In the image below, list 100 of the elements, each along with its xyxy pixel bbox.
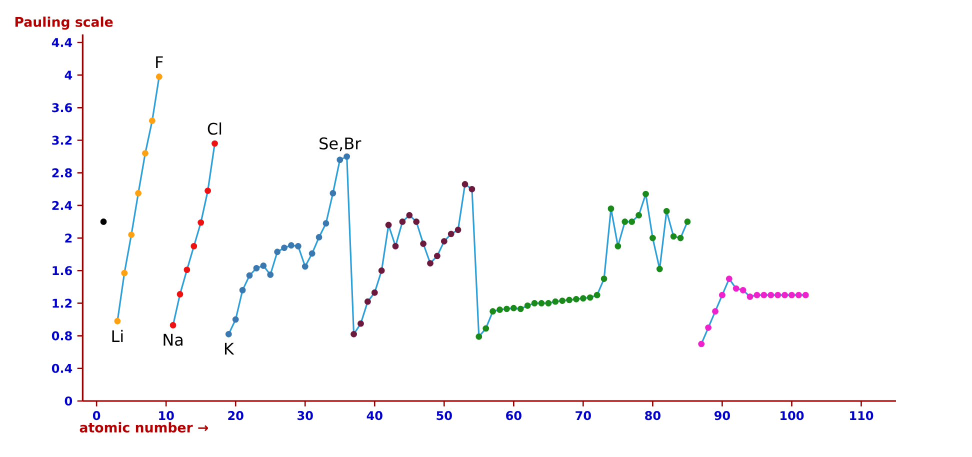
point: [148, 118, 156, 124]
point: [267, 271, 274, 278]
point: [462, 181, 468, 188]
point: [586, 294, 594, 301]
point: [294, 242, 302, 250]
point: [274, 248, 281, 256]
y-tick-label: 0.8: [52, 331, 72, 340]
y-tick-label: 2.4: [52, 200, 72, 210]
point: [198, 219, 204, 226]
point: [232, 316, 239, 323]
point: [308, 250, 316, 257]
point: [649, 234, 656, 242]
point: [350, 330, 357, 338]
x-tick-label: 0: [92, 411, 100, 420]
y-tick-label: 2: [65, 234, 72, 242]
y-tick-label: 4.4: [52, 38, 72, 47]
point: [573, 296, 580, 302]
point: [726, 276, 732, 282]
annotation: Se,Br: [320, 137, 362, 152]
point: [580, 295, 586, 302]
point: [190, 242, 198, 250]
point: [336, 156, 344, 164]
point: [802, 292, 809, 298]
point: [628, 218, 636, 225]
x-tick-label: 70: [576, 411, 591, 420]
point: [225, 330, 232, 338]
point: [552, 298, 559, 305]
y-tick-label: 3.2: [52, 136, 72, 145]
point: [239, 286, 246, 294]
point: [559, 298, 566, 304]
point: [740, 286, 746, 294]
annotation: Li: [112, 330, 123, 342]
point: [406, 212, 413, 218]
point: [302, 263, 308, 270]
point: [614, 242, 622, 250]
point: [448, 230, 454, 238]
point: [510, 304, 517, 312]
y-tick-label: 0: [64, 396, 72, 406]
x-tick-label: 10: [159, 411, 174, 420]
point: [760, 292, 768, 298]
point: [795, 292, 802, 298]
point: [545, 300, 552, 306]
point: [531, 300, 538, 306]
point: [719, 292, 726, 298]
point: [176, 291, 184, 298]
point: [698, 340, 705, 348]
point: [427, 260, 434, 266]
annotation: Na: [164, 334, 182, 346]
point: [677, 234, 684, 242]
point: [754, 292, 760, 298]
point: [622, 218, 628, 225]
point: [246, 272, 253, 279]
y-tick-label: 0.4: [52, 364, 72, 373]
point: [496, 306, 503, 313]
point: [482, 325, 490, 332]
point: [156, 74, 162, 80]
x-tick-label: 100: [780, 411, 804, 420]
annotation: F: [156, 56, 163, 68]
x-axis-title: atomic number →: [80, 422, 208, 433]
point: [392, 242, 399, 250]
y-tick-label: 1.6: [52, 266, 72, 276]
x-tick-label: 40: [366, 411, 382, 420]
point: [260, 262, 267, 269]
annotation: K: [224, 342, 234, 355]
point: [774, 292, 782, 298]
point: [490, 308, 496, 315]
point: [454, 226, 462, 234]
point: [170, 322, 176, 328]
point: [705, 324, 712, 331]
point: [434, 252, 440, 260]
point: [121, 270, 128, 276]
x-tick-label: 30: [298, 411, 313, 420]
point: [184, 266, 190, 274]
point: [114, 318, 121, 324]
point: [788, 292, 795, 298]
x-tick-label: 110: [850, 411, 874, 420]
point: [413, 218, 420, 225]
point: [566, 296, 572, 304]
point: [440, 238, 448, 244]
point: [135, 190, 142, 196]
point: [364, 298, 371, 305]
point: [517, 306, 524, 312]
point: [782, 292, 788, 298]
point: [142, 150, 148, 156]
y-tick-label: 1.2: [52, 298, 72, 308]
point: [608, 205, 614, 212]
point: [468, 186, 476, 192]
point: [358, 320, 364, 327]
point: [344, 153, 350, 160]
point: [768, 292, 774, 298]
point: [253, 264, 260, 272]
point: [204, 188, 212, 194]
point: [524, 302, 531, 309]
point: [371, 289, 378, 296]
x-tick-label: 50: [436, 411, 452, 420]
point: [330, 190, 336, 196]
point: [656, 266, 663, 272]
point: [684, 218, 691, 225]
x-tick-label: 60: [506, 411, 522, 420]
point: [385, 222, 392, 228]
